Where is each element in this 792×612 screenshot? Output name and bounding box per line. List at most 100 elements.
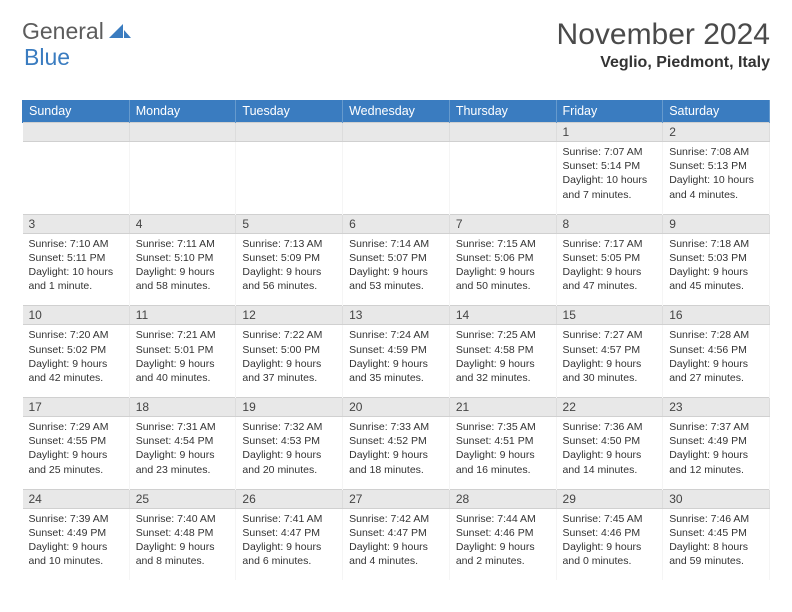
date-number-row: 3456789	[23, 214, 770, 233]
date-data-cell: Sunrise: 7:08 AMSunset: 5:13 PMDaylight:…	[663, 142, 770, 215]
daylight-line: Daylight: 9 hours and 35 minutes.	[349, 357, 443, 385]
sunset-line: Sunset: 5:11 PM	[29, 251, 123, 265]
page-header: General November 2024 Veglio, Piedmont, …	[22, 18, 770, 72]
sunrise-line: Sunrise: 7:24 AM	[349, 328, 443, 342]
daylight-line: Daylight: 9 hours and 0 minutes.	[563, 540, 657, 568]
title-block: November 2024 Veglio, Piedmont, Italy	[557, 18, 770, 72]
daylight-line: Daylight: 9 hours and 10 minutes.	[29, 540, 123, 568]
date-data-cell: Sunrise: 7:45 AMSunset: 4:46 PMDaylight:…	[556, 508, 663, 580]
sunset-line: Sunset: 4:50 PM	[563, 434, 657, 448]
date-number-cell: 17	[23, 398, 130, 417]
sunrise-line: Sunrise: 7:41 AM	[242, 512, 336, 526]
date-number-row: 12	[23, 123, 770, 142]
daylight-line: Daylight: 9 hours and 50 minutes.	[456, 265, 550, 293]
day-header: Monday	[129, 100, 236, 123]
sunset-line: Sunset: 4:58 PM	[456, 343, 550, 357]
date-number-row: 17181920212223	[23, 398, 770, 417]
date-data-cell: Sunrise: 7:41 AMSunset: 4:47 PMDaylight:…	[236, 508, 343, 580]
sunrise-line: Sunrise: 7:28 AM	[669, 328, 763, 342]
sunrise-line: Sunrise: 7:40 AM	[136, 512, 230, 526]
sunrise-line: Sunrise: 7:22 AM	[242, 328, 336, 342]
date-data-cell: Sunrise: 7:35 AMSunset: 4:51 PMDaylight:…	[449, 417, 556, 490]
sunset-line: Sunset: 4:49 PM	[669, 434, 763, 448]
sunrise-line: Sunrise: 7:31 AM	[136, 420, 230, 434]
sunset-line: Sunset: 4:55 PM	[29, 434, 123, 448]
date-data-cell: Sunrise: 7:13 AMSunset: 5:09 PMDaylight:…	[236, 233, 343, 306]
logo-text-2: Blue	[24, 44, 70, 71]
date-number-cell: 27	[343, 489, 450, 508]
daylight-line: Daylight: 9 hours and 30 minutes.	[563, 357, 657, 385]
location-text: Veglio, Piedmont, Italy	[557, 54, 770, 72]
logo-text-1: General	[22, 18, 104, 45]
sunrise-line: Sunrise: 7:29 AM	[29, 420, 123, 434]
sunrise-line: Sunrise: 7:15 AM	[456, 237, 550, 251]
day-header-row: SundayMondayTuesdayWednesdayThursdayFrid…	[23, 100, 770, 123]
date-data-cell	[129, 142, 236, 215]
sunset-line: Sunset: 5:05 PM	[563, 251, 657, 265]
sunset-line: Sunset: 4:47 PM	[242, 526, 336, 540]
date-number-cell: 16	[663, 306, 770, 325]
sunset-line: Sunset: 4:48 PM	[136, 526, 230, 540]
date-data-cell	[449, 142, 556, 215]
date-data-cell: Sunrise: 7:24 AMSunset: 4:59 PMDaylight:…	[343, 325, 450, 398]
date-data-cell: Sunrise: 7:31 AMSunset: 4:54 PMDaylight:…	[129, 417, 236, 490]
date-data-row: Sunrise: 7:39 AMSunset: 4:49 PMDaylight:…	[23, 508, 770, 580]
daylight-line: Daylight: 10 hours and 4 minutes.	[669, 173, 763, 201]
sunrise-line: Sunrise: 7:11 AM	[136, 237, 230, 251]
daylight-line: Daylight: 9 hours and 40 minutes.	[136, 357, 230, 385]
daylight-line: Daylight: 8 hours and 59 minutes.	[669, 540, 763, 568]
sunset-line: Sunset: 4:45 PM	[669, 526, 763, 540]
daylight-line: Daylight: 9 hours and 14 minutes.	[563, 448, 657, 476]
date-number-cell: 21	[449, 398, 556, 417]
daylight-line: Daylight: 9 hours and 32 minutes.	[456, 357, 550, 385]
date-number-cell: 29	[556, 489, 663, 508]
sunrise-line: Sunrise: 7:46 AM	[669, 512, 763, 526]
sunset-line: Sunset: 5:13 PM	[669, 159, 763, 173]
sunset-line: Sunset: 5:01 PM	[136, 343, 230, 357]
sunrise-line: Sunrise: 7:25 AM	[456, 328, 550, 342]
sunset-line: Sunset: 4:46 PM	[456, 526, 550, 540]
sunset-line: Sunset: 5:06 PM	[456, 251, 550, 265]
daylight-line: Daylight: 9 hours and 8 minutes.	[136, 540, 230, 568]
sunset-line: Sunset: 5:02 PM	[29, 343, 123, 357]
sunset-line: Sunset: 5:14 PM	[563, 159, 657, 173]
sunrise-line: Sunrise: 7:27 AM	[563, 328, 657, 342]
daylight-line: Daylight: 9 hours and 18 minutes.	[349, 448, 443, 476]
date-number-cell: 28	[449, 489, 556, 508]
date-number-cell: 12	[236, 306, 343, 325]
date-data-cell: Sunrise: 7:17 AMSunset: 5:05 PMDaylight:…	[556, 233, 663, 306]
daylight-line: Daylight: 9 hours and 37 minutes.	[242, 357, 336, 385]
sunrise-line: Sunrise: 7:10 AM	[29, 237, 123, 251]
sunset-line: Sunset: 5:07 PM	[349, 251, 443, 265]
daylight-line: Daylight: 9 hours and 23 minutes.	[136, 448, 230, 476]
date-data-cell: Sunrise: 7:42 AMSunset: 4:47 PMDaylight:…	[343, 508, 450, 580]
date-number-cell: 30	[663, 489, 770, 508]
sunset-line: Sunset: 4:52 PM	[349, 434, 443, 448]
daylight-line: Daylight: 10 hours and 7 minutes.	[563, 173, 657, 201]
sunrise-line: Sunrise: 7:42 AM	[349, 512, 443, 526]
date-data-cell: Sunrise: 7:36 AMSunset: 4:50 PMDaylight:…	[556, 417, 663, 490]
date-number-cell: 13	[343, 306, 450, 325]
date-number-cell: 3	[23, 214, 130, 233]
date-number-cell: 8	[556, 214, 663, 233]
date-data-cell: Sunrise: 7:15 AMSunset: 5:06 PMDaylight:…	[449, 233, 556, 306]
date-number-cell	[129, 123, 236, 142]
date-number-cell: 15	[556, 306, 663, 325]
date-number-cell: 2	[663, 123, 770, 142]
sunset-line: Sunset: 4:59 PM	[349, 343, 443, 357]
date-number-cell: 24	[23, 489, 130, 508]
calendar-table: SundayMondayTuesdayWednesdayThursdayFrid…	[22, 100, 770, 580]
date-data-cell	[23, 142, 130, 215]
date-data-cell: Sunrise: 7:44 AMSunset: 4:46 PMDaylight:…	[449, 508, 556, 580]
sunrise-line: Sunrise: 7:35 AM	[456, 420, 550, 434]
day-header: Thursday	[449, 100, 556, 123]
daylight-line: Daylight: 9 hours and 53 minutes.	[349, 265, 443, 293]
sunrise-line: Sunrise: 7:44 AM	[456, 512, 550, 526]
sunset-line: Sunset: 5:03 PM	[669, 251, 763, 265]
sunrise-line: Sunrise: 7:21 AM	[136, 328, 230, 342]
sunrise-line: Sunrise: 7:39 AM	[29, 512, 123, 526]
sunset-line: Sunset: 5:10 PM	[136, 251, 230, 265]
daylight-line: Daylight: 9 hours and 56 minutes.	[242, 265, 336, 293]
daylight-line: Daylight: 9 hours and 27 minutes.	[669, 357, 763, 385]
daylight-line: Daylight: 9 hours and 12 minutes.	[669, 448, 763, 476]
